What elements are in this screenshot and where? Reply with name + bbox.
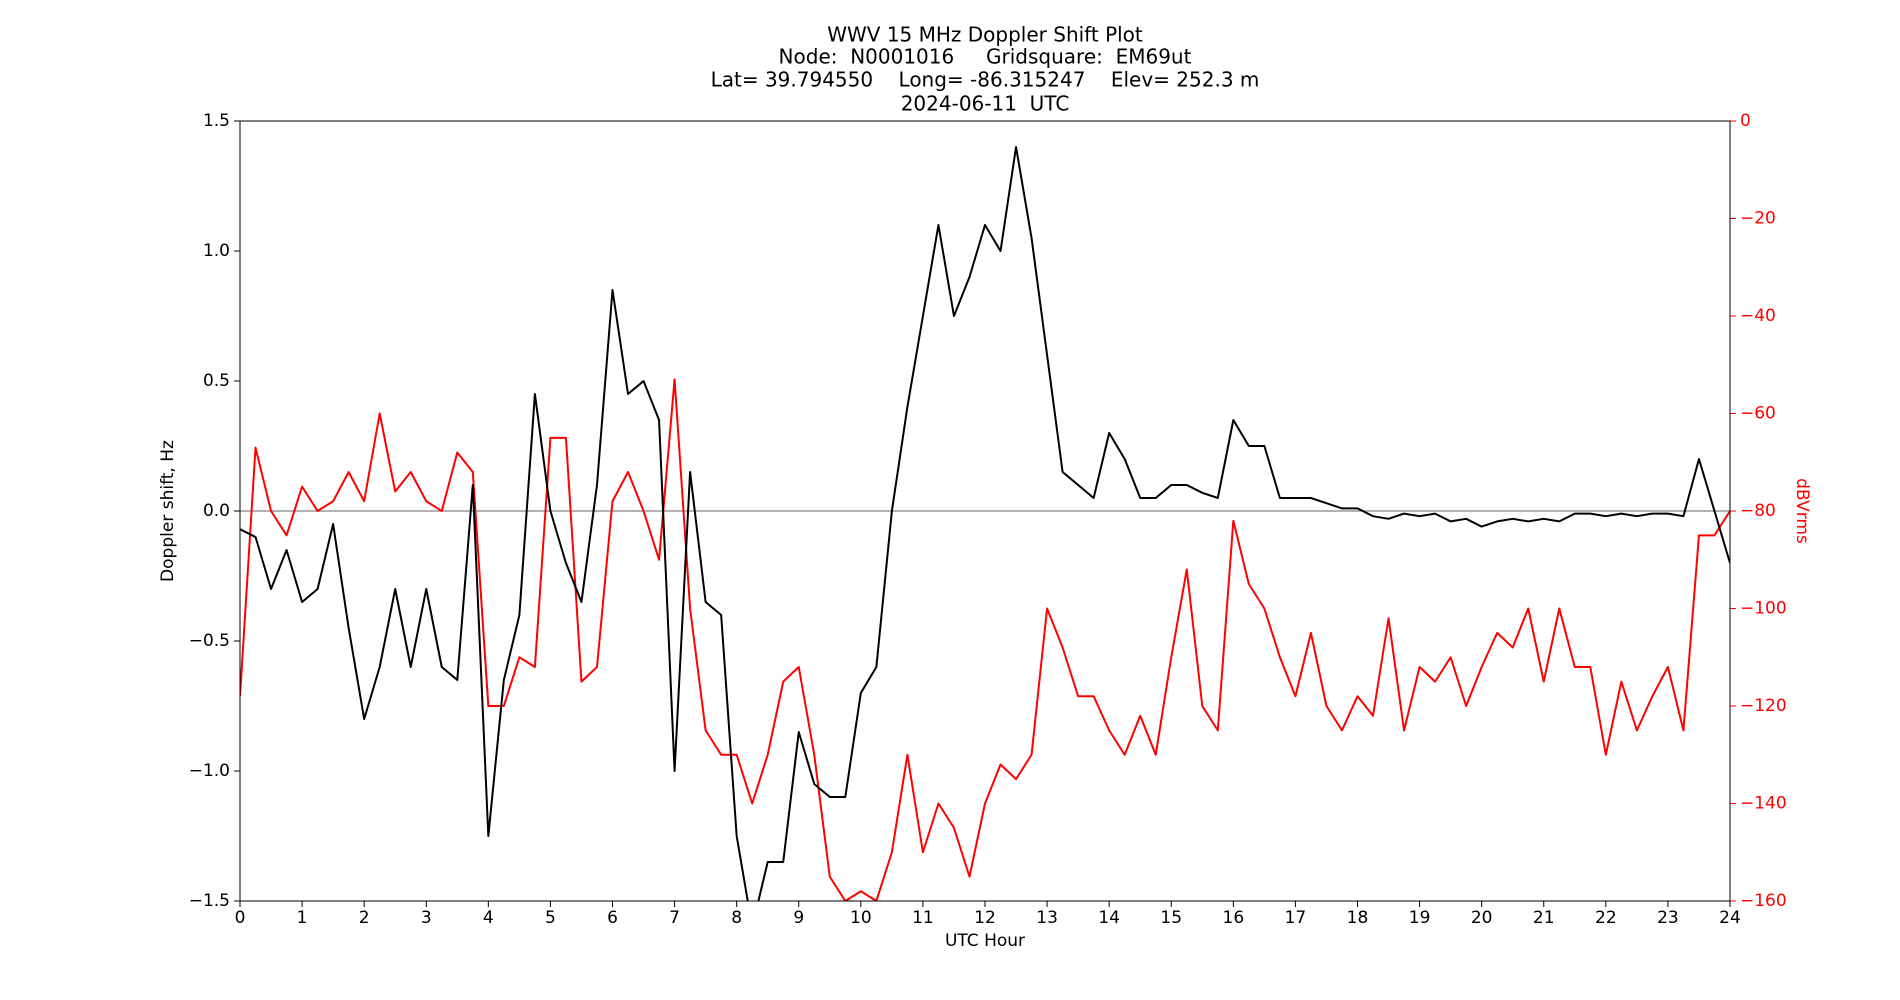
x-tick-label: 5 bbox=[545, 908, 556, 928]
x-tick-label: 22 bbox=[1595, 908, 1617, 928]
x-tick-label: 18 bbox=[1347, 908, 1369, 928]
y-tick-label: −1.5 bbox=[189, 891, 230, 911]
x-tick-label: 12 bbox=[974, 908, 996, 928]
x-tick-label: 17 bbox=[1285, 908, 1307, 928]
y2-tick-label: 0 bbox=[1740, 111, 1751, 131]
x-tick-label: 23 bbox=[1657, 908, 1679, 928]
y2-tick-label: −40 bbox=[1740, 306, 1776, 326]
title-line: Node: N0001016 Gridsquare: EM69ut bbox=[779, 45, 1192, 69]
y2-tick-label: −160 bbox=[1740, 891, 1787, 911]
x-tick-label: 3 bbox=[421, 908, 432, 928]
title-line: Lat= 39.794550 Long= -86.315247 Elev= 25… bbox=[711, 68, 1260, 92]
y-tick-label: 0.0 bbox=[203, 501, 230, 521]
plot-area bbox=[240, 146, 1730, 901]
x-tick-label: 19 bbox=[1409, 908, 1431, 928]
x-tick-label: 20 bbox=[1471, 908, 1493, 928]
title-line: WWV 15 MHz Doppler Shift Plot bbox=[827, 23, 1143, 47]
x-tick-label: 9 bbox=[793, 908, 804, 928]
y2-tick-label: −20 bbox=[1740, 209, 1776, 229]
y-tick-label: −0.5 bbox=[189, 631, 230, 651]
title-line: 2024-06-11 UTC bbox=[901, 92, 1070, 116]
plot-frame bbox=[239, 120, 1731, 902]
y-tick-label: 1.5 bbox=[203, 111, 230, 131]
y-tick-label: 0.5 bbox=[203, 371, 230, 391]
y2-tick-label: −140 bbox=[1740, 794, 1787, 814]
y2-tick-label: −80 bbox=[1740, 501, 1776, 521]
x-tick-label: 14 bbox=[1098, 908, 1120, 928]
x-axis-label: UTC Hour bbox=[945, 931, 1025, 951]
x-tick-label: 7 bbox=[669, 908, 680, 928]
y2-axis-label: dBVrms bbox=[1792, 478, 1812, 544]
y-tick-label: 1.0 bbox=[203, 241, 230, 261]
x-tick-label: 4 bbox=[483, 908, 494, 928]
y-axis-label: Doppler shift, Hz bbox=[158, 440, 178, 582]
x-tick-label: 24 bbox=[1719, 908, 1741, 928]
x-tick-label: 0 bbox=[235, 908, 246, 928]
series-line bbox=[240, 146, 1730, 901]
x-tick-label: 13 bbox=[1036, 908, 1058, 928]
x-tick-label: 21 bbox=[1533, 908, 1555, 928]
x-tick-label: 8 bbox=[731, 908, 742, 928]
x-tick-label: 11 bbox=[912, 908, 934, 928]
y2-tick-label: −100 bbox=[1740, 599, 1787, 619]
y-tick-label: −1.0 bbox=[189, 761, 230, 781]
x-tick-label: 15 bbox=[1160, 908, 1182, 928]
x-tick-label: 16 bbox=[1223, 908, 1245, 928]
series-line bbox=[240, 378, 1730, 901]
x-tick-label: 2 bbox=[359, 908, 370, 928]
x-tick-label: 1 bbox=[297, 908, 308, 928]
x-tick-label: 10 bbox=[850, 908, 872, 928]
x-tick-label: 6 bbox=[607, 908, 618, 928]
y2-tick-label: −120 bbox=[1740, 696, 1787, 716]
y2-tick-label: −60 bbox=[1740, 404, 1776, 424]
